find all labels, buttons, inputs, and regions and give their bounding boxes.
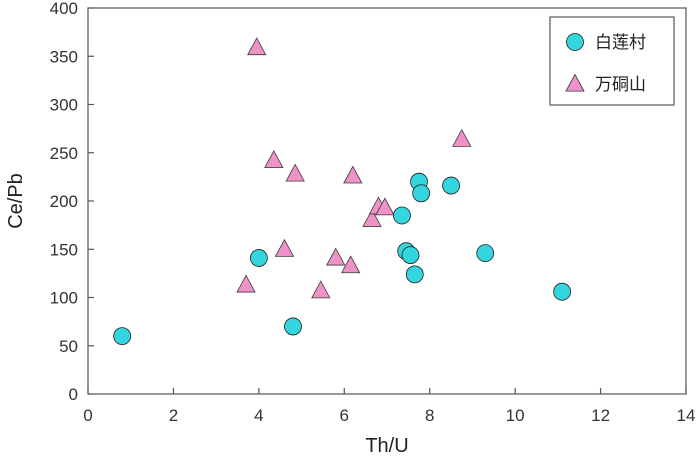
y-tick-label-1: 50 [59, 337, 78, 356]
y-tick-label-3: 150 [50, 240, 78, 259]
triangle-point-6 [326, 247, 346, 266]
triangle-point-11 [375, 197, 395, 216]
x-tick-label-4: 8 [425, 406, 434, 425]
y-tick-label-2: 100 [50, 289, 78, 308]
legend-marker-0 [566, 33, 584, 51]
y-tick-label-4: 200 [50, 192, 78, 211]
triangle-point-9 [362, 208, 382, 227]
x-tick-label-5: 10 [506, 406, 525, 425]
circle-point-11 [553, 282, 572, 301]
circle-point-1 [249, 249, 268, 267]
series-triangle [236, 37, 472, 299]
x-tick-label-6: 12 [591, 406, 610, 425]
y-tick-label-6: 300 [50, 96, 78, 115]
x-tick-label-1: 2 [169, 406, 178, 425]
circle-point-6 [405, 265, 424, 284]
series-circle [113, 172, 572, 346]
legend-label-1: 万硐山 [595, 75, 646, 95]
circle-point-2 [284, 317, 302, 336]
triangle-point-4 [285, 163, 305, 182]
x-tick-label-7: 14 [677, 406, 696, 425]
legend-label-0: 白莲村 [595, 33, 646, 53]
x-tick-label-2: 4 [254, 406, 263, 425]
triangle-point-5 [311, 280, 331, 299]
circle-point-5 [401, 246, 420, 264]
axes: 0 2 4 6 8 10 12 14 0 50 100 150 200 250 300 350 400 [50, 0, 696, 425]
triangle-point-7 [340, 255, 361, 274]
circle-point-0 [113, 327, 132, 346]
circle-point-10 [476, 244, 495, 263]
triangle-point-3 [274, 238, 295, 257]
y-tick-label-8: 400 [50, 0, 78, 18]
circle-point-8 [412, 184, 431, 203]
circle-point-9 [442, 176, 460, 195]
triangle-point-0 [236, 274, 256, 293]
x-tick-label-3: 6 [340, 406, 349, 425]
y-tick-label-7: 350 [50, 47, 78, 66]
circle-point-3 [393, 206, 411, 225]
x-axis-title: Th/U [365, 435, 408, 457]
triangle-point-12 [452, 128, 472, 147]
legend-marker-1 [565, 73, 585, 92]
y-axis-title: Ce/Pb [5, 173, 27, 229]
triangle-point-8 [343, 165, 363, 184]
triangle-point-1 [247, 37, 267, 56]
y-tick-label-5: 250 [50, 144, 78, 163]
y-tick-label-0: 0 [69, 385, 78, 404]
triangle-point-2 [264, 150, 284, 168]
x-tick-label-0: 0 [83, 406, 92, 425]
data-points [113, 37, 572, 346]
